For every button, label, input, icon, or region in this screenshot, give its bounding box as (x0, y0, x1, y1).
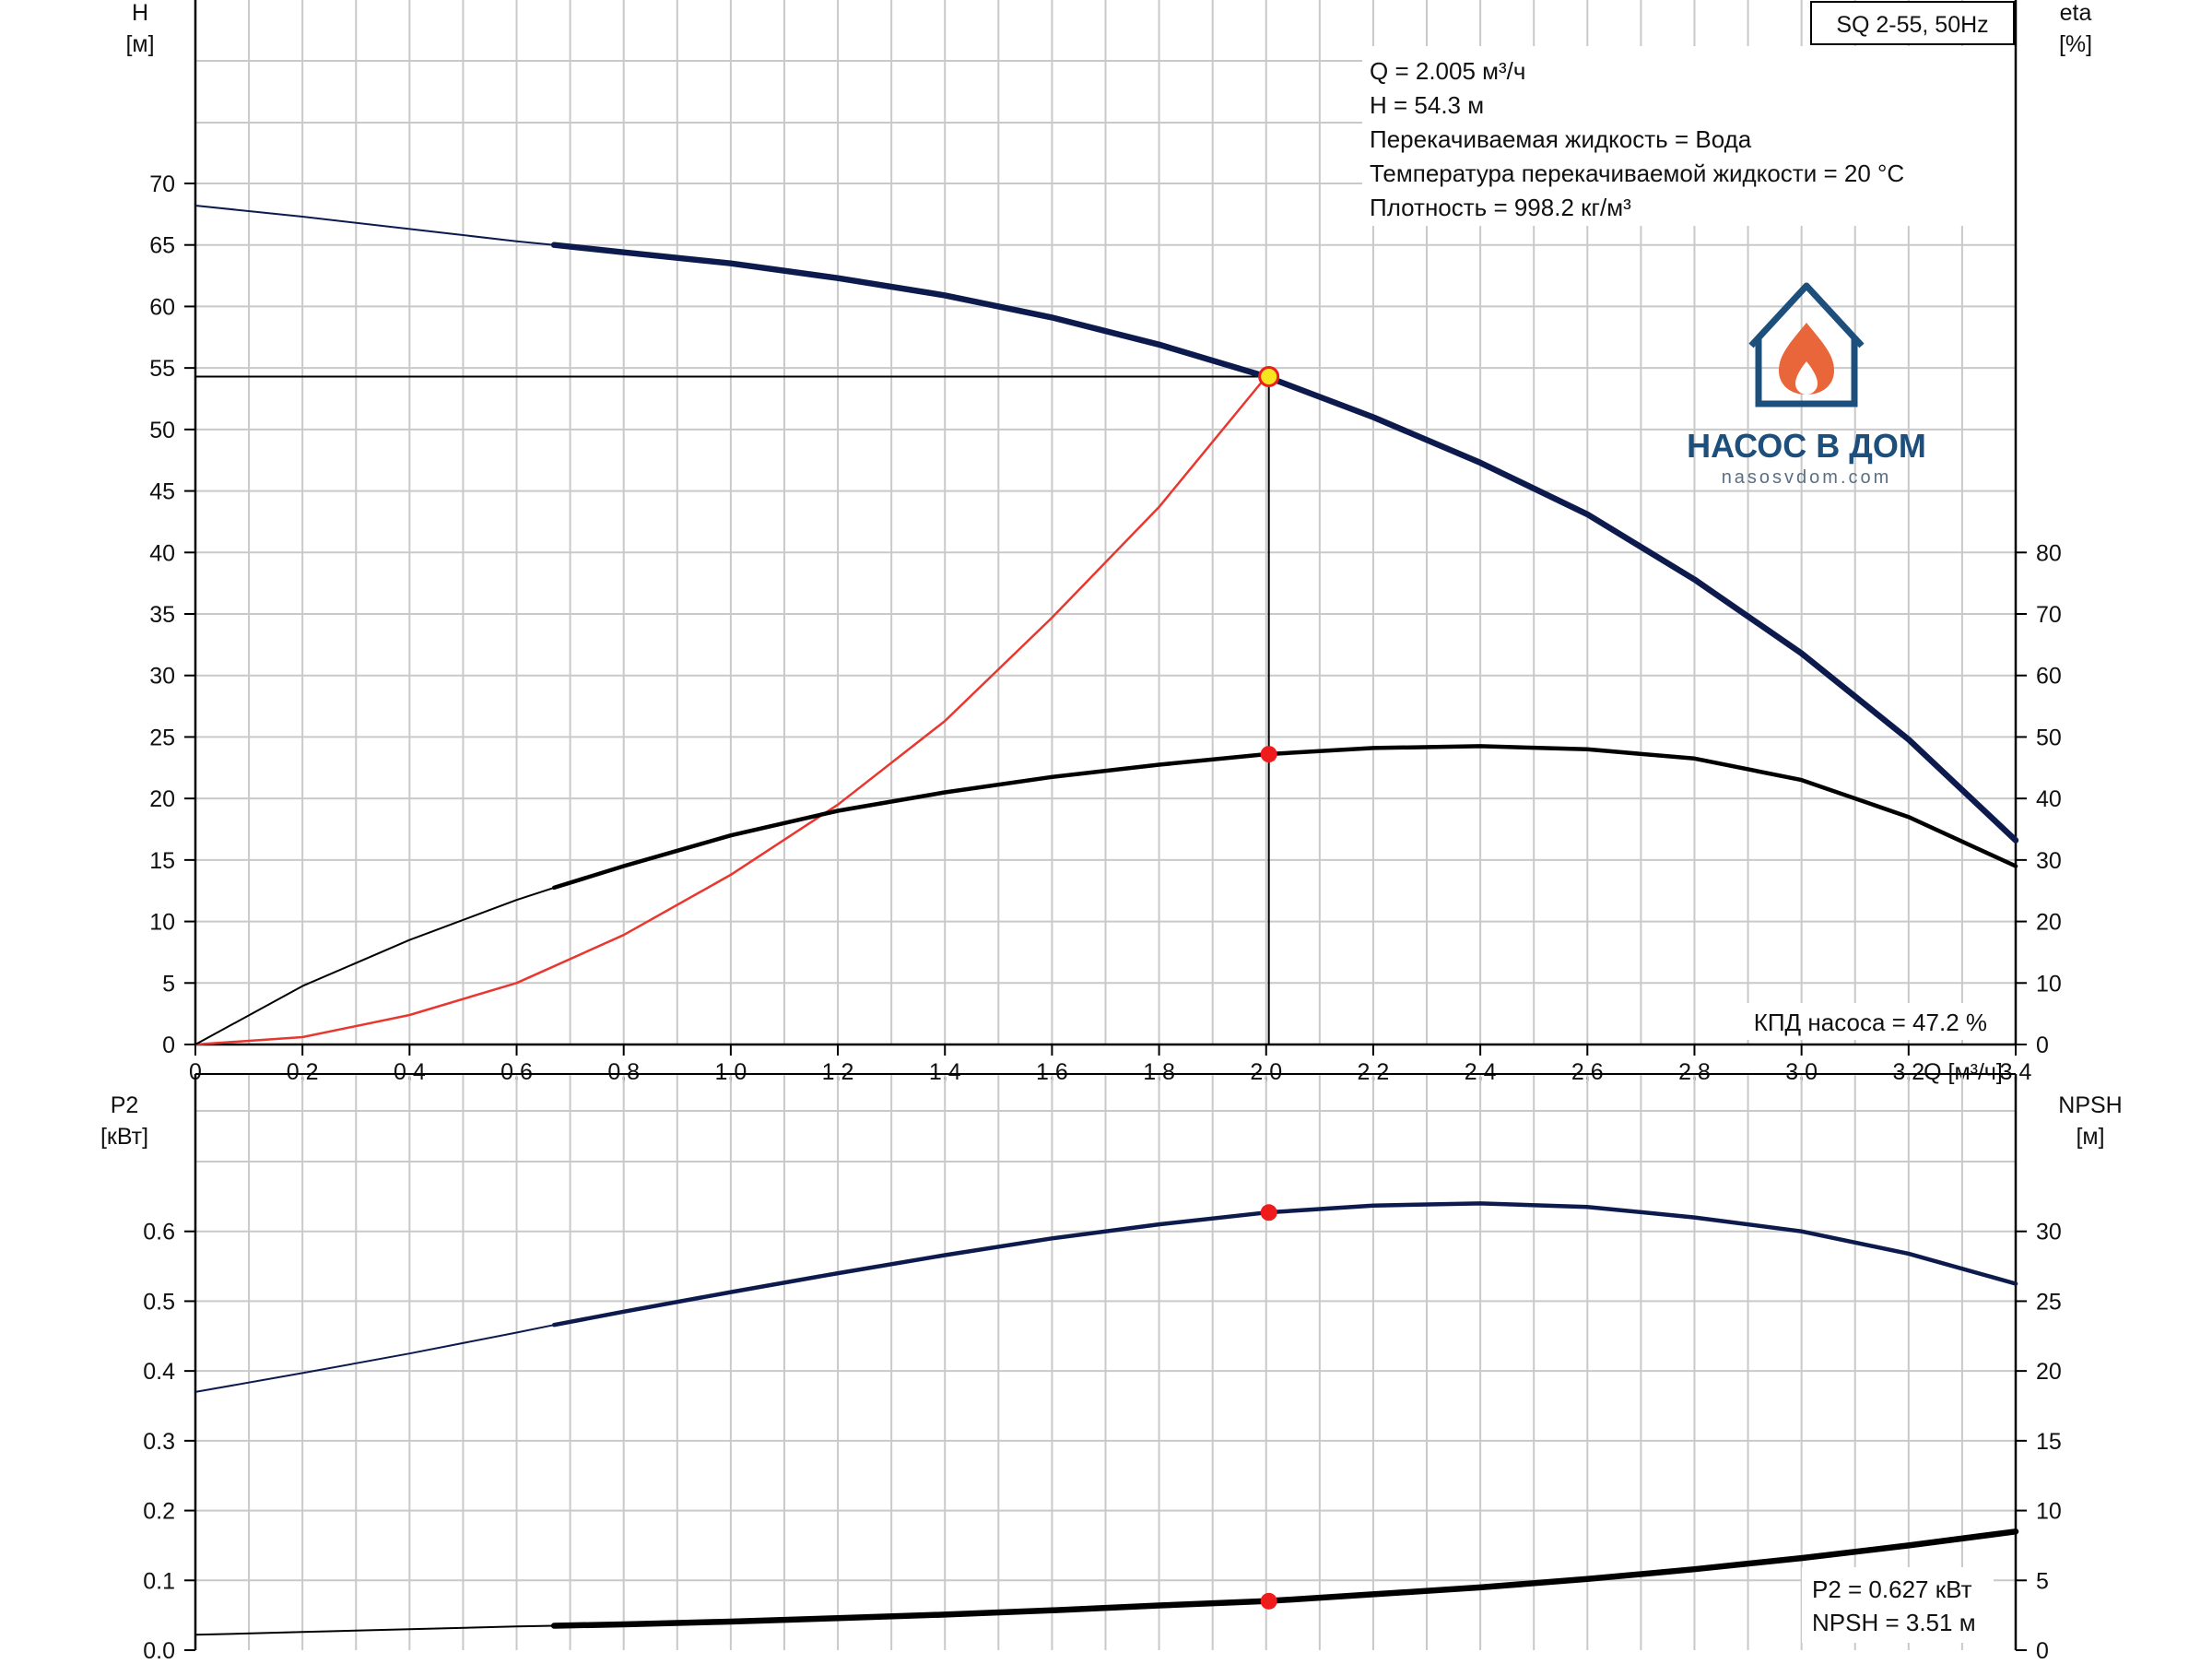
y-tick-label-p2: 0.4 (143, 1359, 175, 1385)
y-tick-label-eta: 60 (2036, 664, 2062, 690)
y-tick-label-h: 5 (162, 971, 175, 997)
y-tick-label-npsh: 30 (2036, 1220, 2062, 1245)
y-tick-label-h: 25 (149, 725, 175, 750)
y-tick-label-h: 55 (149, 356, 175, 382)
bottom-note: P2 = 0.627 кВт (1812, 1575, 1972, 1603)
y-tick-label-eta: 20 (2036, 910, 2062, 936)
y-axis-unit-eta: [%] (2059, 31, 2092, 57)
operating-point-head (1258, 365, 1280, 387)
y-tick-label-p2: 0.5 (143, 1289, 175, 1315)
y-tick-label-eta: 50 (2036, 725, 2062, 750)
y-tick-label-p2: 0.6 (143, 1220, 175, 1245)
y-axis-title-eta: eta (2060, 0, 2092, 26)
y-tick-label-p2: 0.3 (143, 1429, 175, 1455)
logo (1748, 282, 1865, 407)
npsh-curve-thin (194, 1624, 555, 1636)
x-tick-label: 0 (189, 1059, 202, 1085)
info-line: Перекачиваемая жидкость = Вода (1370, 125, 1752, 153)
operating-point-efficiency (1260, 746, 1277, 763)
y-tick-label-h: 70 (149, 171, 175, 197)
bottom-notes-bg (1802, 1567, 1994, 1643)
house-flame-icon (1779, 323, 1834, 395)
y-tick-label-eta: 80 (2036, 540, 2062, 566)
y-tick-label-eta: 10 (2036, 971, 2062, 997)
efficiency-curve-thin (194, 886, 555, 1045)
p2-curve (551, 1201, 2018, 1328)
x-axis-title: Q [м³/ч] (1924, 1059, 2003, 1085)
info-line: Плотность = 998.2 кг/м³ (1370, 194, 1631, 221)
logo-site: nasosvdom.com (1722, 467, 1892, 488)
y-axis-title-npsh: NPSH (2058, 1092, 2122, 1118)
y-tick-label-h: 65 (149, 233, 175, 259)
logo-title: НАСОС В ДОМ (1687, 427, 1926, 465)
y-tick-label-npsh: 5 (2036, 1568, 2049, 1594)
y-axis-title-h: H (132, 0, 148, 26)
info-line: Температура перекачиваемой жидкости = 20… (1370, 159, 1904, 187)
logo-walls (1755, 337, 1858, 407)
efficiency-curve (551, 744, 2018, 891)
info-line: H = 54.3 м (1370, 91, 1484, 119)
npsh-curve (550, 1528, 2019, 1629)
y-tick-label-eta: 30 (2036, 848, 2062, 874)
y-tick-label-eta: 0 (2036, 1033, 2049, 1058)
y-tick-label-eta: 70 (2036, 602, 2062, 628)
y-tick-label-npsh: 25 (2036, 1289, 2062, 1315)
y-tick-label-h: 60 (149, 294, 175, 320)
head-curve (550, 242, 2019, 844)
y-tick-label-h: 0 (162, 1033, 175, 1058)
logo-roof (1748, 282, 1865, 348)
flame-inner-icon (1795, 361, 1818, 395)
y-tick-label-h: 50 (149, 418, 175, 443)
y-tick-label-eta: 40 (2036, 786, 2062, 812)
info-background (1362, 46, 2015, 226)
system-curve-thin (194, 375, 1267, 1046)
y-tick-label-p2: 0.1 (143, 1568, 175, 1594)
bottom-note: NPSH = 3.51 м (1812, 1609, 1976, 1636)
y-axis-title-p2: P2 (111, 1092, 139, 1118)
y-tick-label-p2: 0.0 (143, 1638, 175, 1659)
y-axis-unit-p2: [кВт] (100, 1124, 148, 1150)
y-tick-label-h: 45 (149, 479, 175, 505)
y-tick-label-h: 15 (149, 848, 175, 874)
y-tick-label-npsh: 20 (2036, 1359, 2062, 1385)
efficiency-note-bg (1716, 1003, 1993, 1040)
y-tick-label-npsh: 10 (2036, 1499, 2062, 1525)
head-curve-thin (194, 205, 555, 246)
model-box (1810, 1, 2015, 45)
p2-curve-thin (194, 1324, 555, 1393)
y-tick-label-h: 20 (149, 786, 175, 812)
model-label: SQ 2-55, 50Hz (1836, 12, 1988, 38)
efficiency-note: КПД насоса = 47.2 % (1754, 1009, 1987, 1036)
y-tick-label-h: 40 (149, 540, 175, 566)
y-tick-label-p2: 0.2 (143, 1499, 175, 1525)
y-axis-unit-h: [м] (125, 31, 154, 57)
operating-point-npsh (1260, 1592, 1277, 1610)
y-axis-unit-npsh: [м] (2076, 1124, 2104, 1150)
info-line: Q = 2.005 м³/ч (1370, 57, 1525, 85)
y-tick-label-npsh: 0 (2036, 1638, 2049, 1659)
operating-point-p2 (1260, 1204, 1277, 1221)
y-tick-label-npsh: 15 (2036, 1429, 2062, 1455)
y-tick-label-h: 30 (149, 664, 175, 690)
y-tick-label-h: 10 (149, 910, 175, 936)
y-tick-label-h: 35 (149, 602, 175, 628)
